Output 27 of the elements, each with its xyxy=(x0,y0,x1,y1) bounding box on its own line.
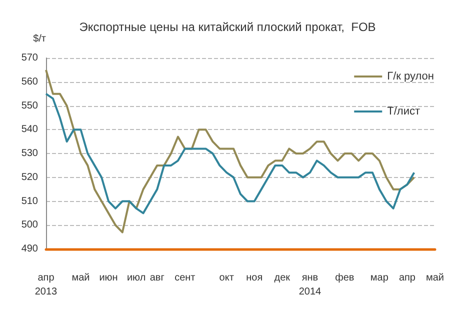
x-tick-label: июл xyxy=(126,272,146,284)
x-tick-label: окт xyxy=(219,272,234,284)
x-tick-label: дек xyxy=(274,272,291,284)
y-tick-label: 550 xyxy=(21,100,38,112)
x-tick-label: май xyxy=(426,272,444,284)
x-tick-label: сент xyxy=(174,272,196,284)
x-tick-label: ноя xyxy=(246,272,263,284)
x-tick-label: авг xyxy=(150,272,165,284)
legend-label: Г/к рулон xyxy=(387,70,434,82)
y-tick-label: 490 xyxy=(21,244,38,254)
y-tick-label: 570 xyxy=(21,52,38,64)
y-tick-label: 560 xyxy=(21,76,38,88)
y-tick-label: 540 xyxy=(21,124,38,136)
y-tick-label: 510 xyxy=(21,196,38,207)
x-tick-label: янв 2014 xyxy=(298,272,322,298)
legend-label: Т/лист xyxy=(387,106,420,118)
y-axis-title: $/т xyxy=(33,34,46,44)
x-tick-label: май xyxy=(72,272,90,284)
x-tick-label: фев xyxy=(335,272,354,284)
x-tick-label: апр 2013 xyxy=(34,272,58,298)
x-tick-label: апр xyxy=(398,272,416,284)
y-tick-label: 530 xyxy=(21,148,38,159)
chart-title: Экспортные цены на китайский плоский прокат, FOB xyxy=(79,20,376,34)
x-tick-label: июн xyxy=(99,272,118,284)
y-tick-label: 500 xyxy=(21,220,38,231)
x-tick-label: мар xyxy=(370,272,389,284)
y-tick-label: 520 xyxy=(21,172,38,183)
